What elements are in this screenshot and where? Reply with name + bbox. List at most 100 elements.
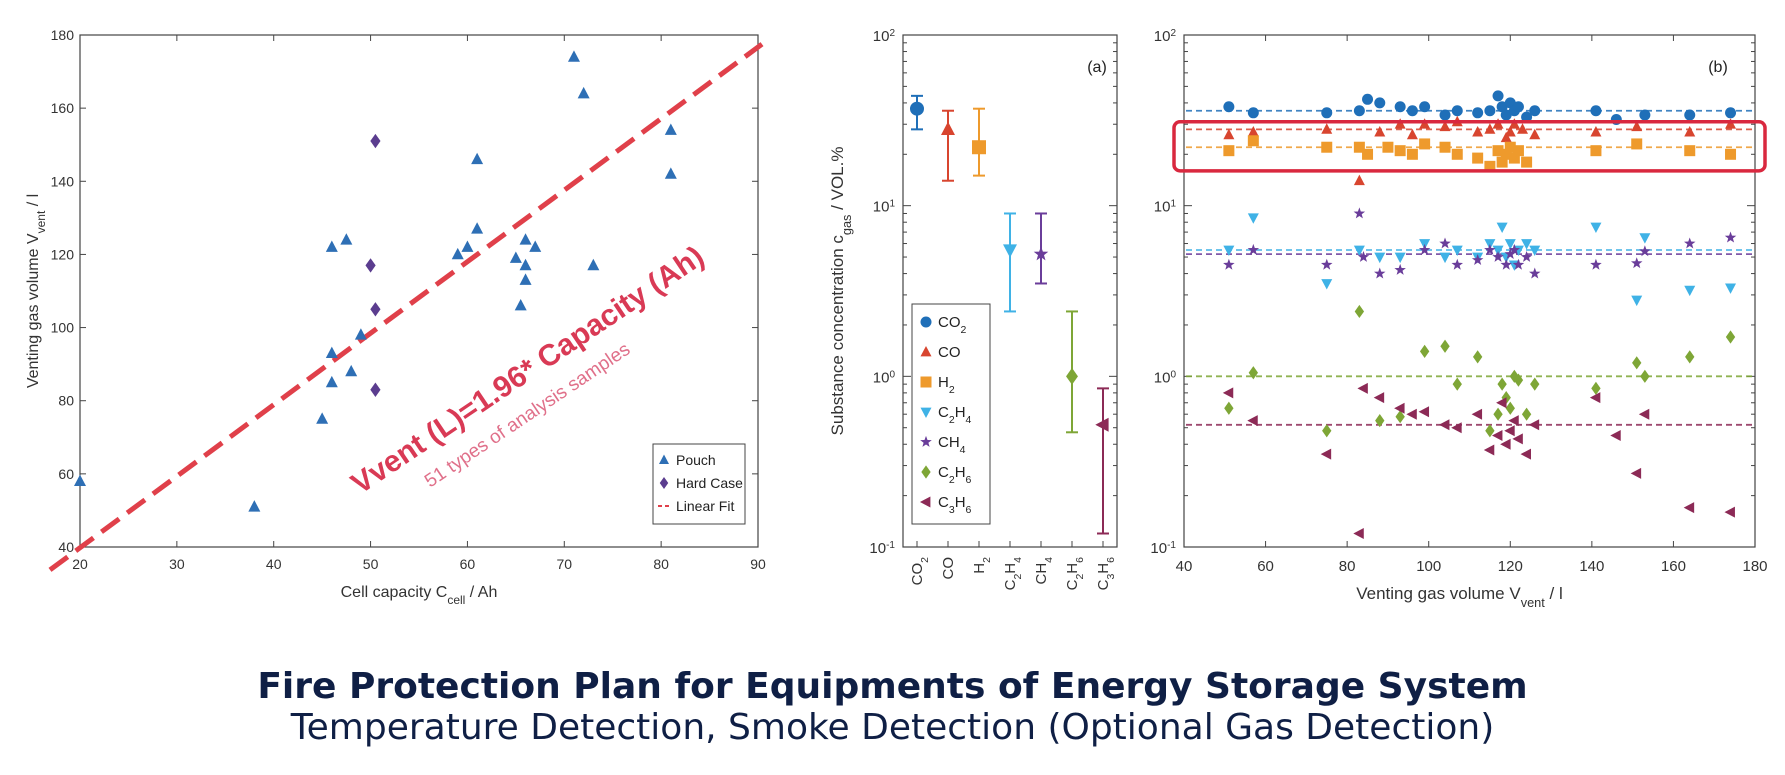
legend-label: Hard Case <box>676 475 743 491</box>
formula-part: C <box>1095 579 1112 590</box>
data-point <box>1684 125 1696 137</box>
data-point <box>1529 105 1541 117</box>
data-point <box>1406 408 1417 420</box>
panel-label: (a) <box>1087 59 1107 76</box>
formula-part: C <box>1064 579 1081 590</box>
data-point <box>1362 148 1374 160</box>
figure-canvas: 20 30 40 50 60 70 80 90406080100120140160180Cel… <box>25 27 1768 610</box>
data-point <box>1321 141 1333 153</box>
y-tick-label: 100 <box>51 320 75 336</box>
formula-part: CO <box>938 344 961 361</box>
x-axis-label: Venting gas volume Vvent / l <box>1356 584 1563 610</box>
subscript: vent <box>1521 595 1546 610</box>
y-axis-label: Substance concentration cgas / VOL.% <box>828 147 854 436</box>
y-tick-label: 80 <box>58 393 74 409</box>
x-tick-label: 20 <box>72 556 88 572</box>
data-point <box>1513 373 1524 387</box>
formula-part: C <box>938 494 949 511</box>
x-tick-label: C2H4 <box>1002 557 1024 591</box>
subscript: 2 <box>1012 574 1024 580</box>
data-point <box>1504 125 1516 137</box>
data-point <box>1529 128 1541 140</box>
data-point <box>509 251 522 263</box>
data-point <box>1639 233 1651 244</box>
data-point <box>1631 295 1643 307</box>
plot-frame <box>1183 34 1756 548</box>
data-point <box>1517 123 1529 134</box>
data-point <box>1406 128 1418 140</box>
subscript: 6 <box>1105 557 1117 563</box>
data-point <box>1406 148 1418 160</box>
x-tick-label: 30 <box>169 556 185 572</box>
data-point <box>1683 502 1695 514</box>
data-point <box>1725 148 1737 160</box>
data-point <box>1508 243 1521 255</box>
mean-marker <box>941 121 955 135</box>
data-point <box>1353 527 1364 539</box>
data-point <box>1639 109 1651 121</box>
data-point <box>1512 258 1525 270</box>
data-point <box>1224 401 1234 415</box>
x-tick-label: 90 <box>750 556 766 572</box>
data-point <box>471 222 484 234</box>
data-point <box>1590 258 1602 270</box>
legend-marker <box>920 316 932 328</box>
data-point <box>1724 231 1737 243</box>
y-tick-label: 100 <box>873 369 896 387</box>
subscript: 3 <box>1105 574 1117 580</box>
data-point <box>1248 366 1259 380</box>
data-point <box>1684 237 1696 249</box>
data-point <box>471 152 484 165</box>
subscript: 4 <box>966 414 972 426</box>
data-point <box>1472 152 1484 164</box>
data-point <box>1394 252 1406 264</box>
data-point <box>1500 109 1512 121</box>
data-point <box>248 500 261 512</box>
legend-marker <box>920 345 932 357</box>
data-point <box>519 258 532 271</box>
x-tick-label: 40 <box>1176 558 1193 575</box>
data-point <box>1521 156 1533 168</box>
data-point <box>1492 90 1504 102</box>
subscript: 3 <box>949 504 955 516</box>
subscript: 4 <box>1012 557 1024 563</box>
data-point <box>1374 267 1386 279</box>
data-point <box>1684 145 1696 157</box>
data-point <box>664 123 677 135</box>
x-tick-label: 60 <box>1257 558 1274 575</box>
y-tick-exponent: 2 <box>1170 28 1176 39</box>
data-point <box>74 474 86 486</box>
data-point <box>1439 237 1451 249</box>
y-tick-exponent: -1 <box>1167 540 1176 551</box>
x-tick-label: 80 <box>653 556 669 572</box>
label-part: Cell capacity C <box>341 584 448 601</box>
y-tick-label: 100 <box>1154 369 1177 387</box>
data-point <box>1590 105 1602 117</box>
data-point <box>1247 243 1260 255</box>
subscript: 6 <box>1074 557 1086 563</box>
data-point <box>1529 245 1541 257</box>
data-point <box>1406 105 1418 117</box>
x-tick-label: 70 <box>556 556 572 572</box>
data-point <box>1483 444 1495 456</box>
legend-label: H2 <box>938 374 955 396</box>
data-point <box>1512 145 1524 157</box>
y-tick-label: 10-1 <box>1150 540 1176 558</box>
legend-label: CH4 <box>938 434 966 456</box>
data-point <box>1223 245 1235 257</box>
formula-part: H <box>1095 563 1112 574</box>
subscript: vent <box>34 210 48 233</box>
data-point <box>1357 382 1368 394</box>
legend: Pouch Hard Case Linear Fit <box>652 443 746 525</box>
x-tick-label: C2H6 <box>1064 557 1086 591</box>
formula-part: CO <box>938 314 961 331</box>
x-tick-label: 120 <box>1498 558 1523 575</box>
data-point <box>1440 339 1450 353</box>
data-point <box>1223 101 1235 113</box>
mean-marker <box>972 140 986 155</box>
y-tick-label: 160 <box>51 100 75 116</box>
subscript: cell <box>447 593 465 607</box>
x-tick-label: 180 <box>1742 558 1767 575</box>
